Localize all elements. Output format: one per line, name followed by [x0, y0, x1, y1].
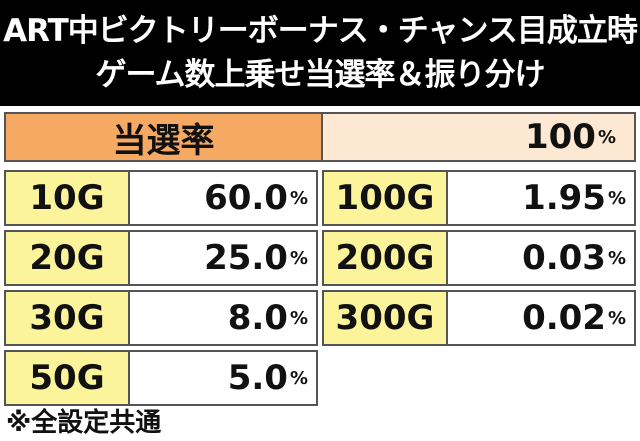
win-rate-unit: %: [597, 126, 616, 148]
percent-cell: 60.0%: [130, 170, 318, 226]
win-rate-label: 当選率: [6, 114, 323, 161]
percent-value: 1.95: [522, 178, 606, 218]
percent-cell: 25.0%: [130, 230, 318, 286]
games-cell: 20G: [4, 230, 130, 286]
percent-cell: 5.0%: [130, 350, 318, 406]
percent-unit: %: [607, 307, 626, 329]
percent-cell: 1.95%: [448, 170, 636, 226]
win-rate-row: 当選率 100%: [4, 112, 636, 162]
percent-value: 60.0: [204, 178, 288, 218]
games-cell: 100G: [322, 170, 448, 226]
table-row: 30G 8.0% 300G 0.02%: [4, 290, 636, 346]
percent-cell: 0.02%: [448, 290, 636, 346]
percent-cell: 8.0%: [130, 290, 318, 346]
distribution-table: 10G 60.0% 100G 1.95% 20G 25.0% 200G 0.03…: [4, 170, 636, 410]
win-rate-number: 100: [524, 117, 596, 157]
table-row: 50G 5.0%: [4, 350, 636, 406]
title-line-2: ゲーム数上乗せ当選率＆振り分け: [95, 57, 545, 93]
games-cell: 300G: [322, 290, 448, 346]
games-cell: 10G: [4, 170, 130, 226]
percent-cell: 0.03%: [448, 230, 636, 286]
games-cell: 200G: [322, 230, 448, 286]
table-row: 20G 25.0% 200G 0.03%: [4, 230, 636, 286]
page-title: ART中ビクトリーボーナス・チャンス目成立時 ゲーム数上乗せ当選率＆振り分け: [0, 0, 640, 106]
percent-unit: %: [289, 247, 308, 269]
games-cell: 50G: [4, 350, 130, 406]
percent-unit: %: [289, 367, 308, 389]
percent-unit: %: [289, 307, 308, 329]
title-line-1: ART中ビクトリーボーナス・チャンス目成立時: [3, 13, 638, 49]
percent-value: 8.0: [227, 298, 288, 338]
percent-value: 0.02: [522, 298, 606, 338]
percent-value: 0.03: [522, 238, 606, 278]
percent-value: 25.0: [204, 238, 288, 278]
footnote: ※全設定共通: [6, 408, 162, 438]
games-cell: 30G: [4, 290, 130, 346]
table-row: 10G 60.0% 100G 1.95%: [4, 170, 636, 226]
percent-unit: %: [289, 187, 308, 209]
percent-unit: %: [607, 247, 626, 269]
win-rate-value: 100%: [323, 114, 634, 160]
percent-value: 5.0: [227, 358, 288, 398]
percent-unit: %: [607, 187, 626, 209]
